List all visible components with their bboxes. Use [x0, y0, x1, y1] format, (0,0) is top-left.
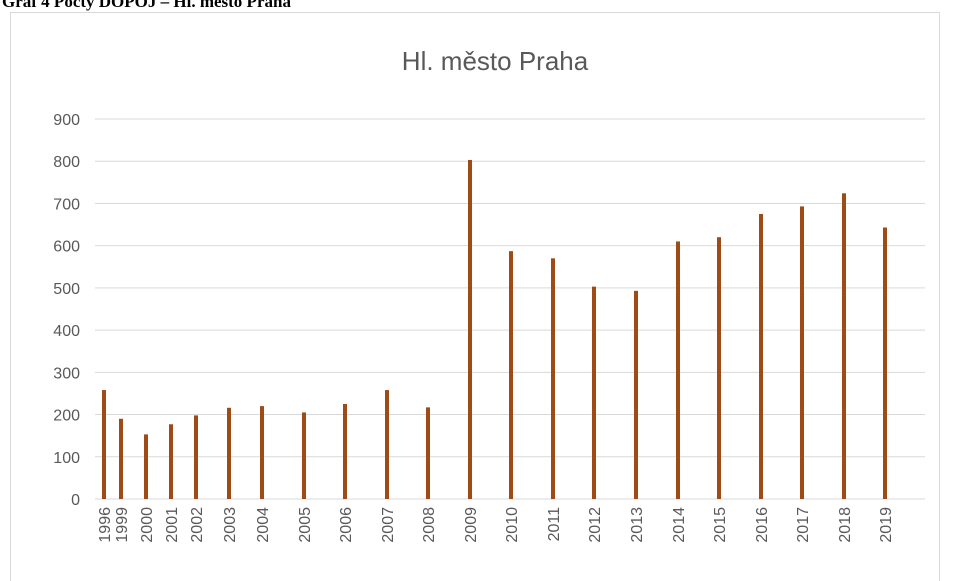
y-tick-label: 900 [53, 112, 80, 129]
bar [759, 214, 763, 499]
x-tick-label: 2012 [587, 507, 604, 543]
x-tick-label: 2015 [712, 507, 729, 543]
bar [509, 251, 513, 499]
y-tick-label: 800 [53, 154, 80, 171]
bar [468, 159, 472, 499]
bar [385, 390, 389, 499]
y-tick-label: 200 [53, 408, 80, 425]
x-tick-label: 1999 [114, 507, 131, 543]
chart-frame [10, 12, 940, 581]
y-tick-label: 500 [53, 281, 80, 298]
x-tick-label: 2004 [255, 507, 272, 543]
x-tick-label: 2001 [164, 507, 181, 543]
x-tick-label: 2014 [671, 507, 688, 543]
bar [842, 193, 846, 500]
x-tick-label: 2003 [222, 507, 239, 543]
x-tick-label: 2017 [795, 507, 812, 543]
bar [426, 407, 430, 499]
x-tick-label: 2016 [754, 507, 771, 543]
bar [592, 286, 596, 499]
bar [883, 227, 887, 499]
bar [194, 415, 198, 499]
x-tick-label: 2010 [504, 507, 521, 543]
x-tick-label: 2011 [546, 507, 563, 542]
bar [169, 424, 173, 499]
x-tick-label: 1996 [97, 507, 114, 543]
bar [227, 407, 231, 499]
y-tick-label: 100 [53, 450, 80, 467]
x-tick-label: 2005 [297, 507, 314, 543]
x-tick-label: 2008 [421, 507, 438, 543]
bar [260, 406, 264, 499]
y-tick-label: 0 [71, 492, 80, 509]
x-tick-label: 2007 [380, 507, 397, 543]
chart-title: Hl. město Praha [402, 46, 589, 76]
bar [302, 412, 306, 499]
bar [102, 390, 106, 499]
bar [800, 206, 804, 499]
bar [343, 404, 347, 499]
y-tick-label: 600 [53, 239, 80, 256]
y-tick-label: 300 [53, 365, 80, 382]
bar [551, 258, 555, 499]
x-tick-label: 2002 [189, 507, 206, 543]
bar [119, 418, 123, 499]
caption: Graf 4 Počty DOPOJ – Hl. město Praha [2, 0, 291, 11]
x-tick-label: 2006 [338, 507, 355, 543]
x-tick-label: 2013 [629, 507, 646, 543]
x-tick-label: 2000 [139, 507, 156, 543]
y-tick-label: 700 [53, 196, 80, 213]
bar [676, 241, 680, 499]
y-tick-label: 400 [53, 323, 80, 340]
x-tick-label: 2019 [878, 507, 895, 543]
bar [144, 434, 148, 499]
bar [634, 290, 638, 499]
x-tick-label: 2009 [463, 507, 480, 543]
bar [717, 237, 721, 499]
x-tick-label: 2018 [837, 507, 854, 543]
